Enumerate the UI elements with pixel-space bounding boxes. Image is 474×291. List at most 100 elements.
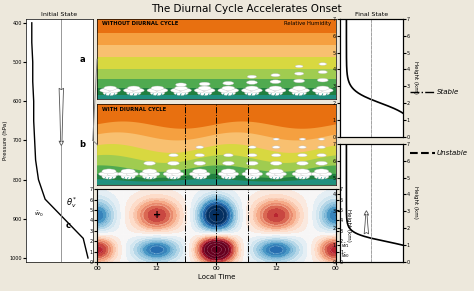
Y-axis label: Height (km): Height (km) bbox=[413, 187, 418, 219]
Circle shape bbox=[292, 172, 304, 176]
Circle shape bbox=[273, 88, 286, 93]
Circle shape bbox=[102, 174, 116, 179]
Circle shape bbox=[150, 91, 164, 95]
Text: WITHOUT DIURNAL CYCLE: WITHOUT DIURNAL CYCLE bbox=[102, 21, 178, 26]
Circle shape bbox=[227, 172, 239, 176]
Circle shape bbox=[320, 172, 332, 176]
Circle shape bbox=[316, 86, 329, 91]
Circle shape bbox=[221, 91, 236, 95]
Bar bbox=[97, 19, 336, 33]
Text: $\theta_v^*$: $\theta_v^*$ bbox=[66, 195, 78, 210]
Circle shape bbox=[169, 154, 178, 157]
Bar bbox=[97, 79, 336, 88]
Circle shape bbox=[127, 91, 141, 95]
Circle shape bbox=[242, 172, 254, 176]
Circle shape bbox=[132, 88, 144, 93]
Circle shape bbox=[118, 172, 130, 176]
Circle shape bbox=[192, 174, 207, 179]
Circle shape bbox=[168, 161, 179, 165]
Text: WITH DIURNAL CYCLE: WITH DIURNAL CYCLE bbox=[102, 107, 166, 111]
Circle shape bbox=[155, 88, 168, 93]
Circle shape bbox=[250, 172, 263, 176]
Circle shape bbox=[222, 161, 234, 165]
Circle shape bbox=[297, 161, 308, 165]
Bar bbox=[97, 95, 336, 100]
Text: Day 7: Day 7 bbox=[307, 190, 326, 195]
Circle shape bbox=[190, 172, 201, 176]
Circle shape bbox=[128, 86, 140, 91]
Circle shape bbox=[271, 154, 281, 157]
Circle shape bbox=[246, 81, 257, 84]
Circle shape bbox=[102, 169, 116, 174]
Title: Final State: Final State bbox=[355, 12, 388, 17]
X-axis label: Local Time: Local Time bbox=[198, 274, 235, 280]
Bar bbox=[97, 88, 336, 95]
Text: $\bar{w}_1$: $\bar{w}_1$ bbox=[341, 241, 349, 250]
Circle shape bbox=[104, 86, 117, 91]
Circle shape bbox=[148, 172, 160, 176]
Circle shape bbox=[151, 86, 164, 91]
Circle shape bbox=[293, 79, 305, 83]
Circle shape bbox=[103, 91, 118, 95]
Circle shape bbox=[147, 88, 159, 93]
Circle shape bbox=[299, 146, 306, 148]
Text: $\bar{w}_0$: $\bar{w}_0$ bbox=[34, 210, 43, 219]
Circle shape bbox=[270, 80, 281, 84]
Title: Initial State: Initial State bbox=[41, 12, 77, 17]
Circle shape bbox=[126, 172, 138, 176]
Circle shape bbox=[319, 138, 325, 140]
Circle shape bbox=[245, 169, 259, 174]
Circle shape bbox=[163, 172, 175, 176]
Circle shape bbox=[301, 172, 313, 176]
Circle shape bbox=[171, 88, 183, 93]
Circle shape bbox=[292, 86, 306, 91]
Text: +: + bbox=[153, 210, 161, 220]
Circle shape bbox=[218, 88, 230, 93]
Circle shape bbox=[221, 174, 236, 179]
Circle shape bbox=[166, 174, 181, 179]
Text: The Diurnal Cycle Accelerates Onset: The Diurnal Cycle Accelerates Onset bbox=[151, 4, 342, 14]
Circle shape bbox=[271, 74, 280, 77]
Circle shape bbox=[199, 82, 210, 86]
Bar bbox=[97, 57, 336, 69]
Circle shape bbox=[321, 88, 333, 93]
Circle shape bbox=[318, 146, 326, 148]
Circle shape bbox=[198, 91, 212, 95]
Circle shape bbox=[316, 91, 330, 95]
Circle shape bbox=[297, 88, 310, 93]
Circle shape bbox=[218, 172, 230, 176]
Circle shape bbox=[247, 154, 257, 157]
Text: a: a bbox=[80, 55, 85, 64]
Circle shape bbox=[203, 88, 215, 93]
Circle shape bbox=[265, 88, 277, 93]
Text: Stable: Stable bbox=[437, 89, 459, 95]
Circle shape bbox=[172, 172, 184, 176]
Circle shape bbox=[311, 172, 323, 176]
Circle shape bbox=[221, 169, 236, 174]
Circle shape bbox=[166, 169, 181, 174]
Circle shape bbox=[192, 169, 207, 174]
Circle shape bbox=[295, 65, 303, 68]
Circle shape bbox=[268, 91, 283, 95]
Circle shape bbox=[109, 88, 120, 93]
Circle shape bbox=[266, 172, 278, 176]
Text: c: c bbox=[66, 221, 71, 230]
Circle shape bbox=[317, 78, 328, 82]
Circle shape bbox=[99, 172, 111, 176]
Text: −: − bbox=[212, 210, 220, 220]
Circle shape bbox=[246, 86, 258, 91]
Circle shape bbox=[223, 81, 234, 85]
Text: Relative Humidity: Relative Humidity bbox=[284, 21, 331, 26]
Circle shape bbox=[222, 86, 235, 91]
Circle shape bbox=[198, 172, 210, 176]
Circle shape bbox=[317, 154, 327, 157]
Circle shape bbox=[319, 63, 327, 65]
Circle shape bbox=[246, 161, 258, 165]
Bar bbox=[97, 45, 336, 57]
Text: $\bar{w}_0$: $\bar{w}_0$ bbox=[341, 251, 349, 260]
Circle shape bbox=[107, 172, 119, 176]
Circle shape bbox=[269, 169, 283, 174]
Circle shape bbox=[269, 174, 283, 179]
Bar bbox=[97, 33, 336, 45]
Circle shape bbox=[289, 88, 301, 93]
